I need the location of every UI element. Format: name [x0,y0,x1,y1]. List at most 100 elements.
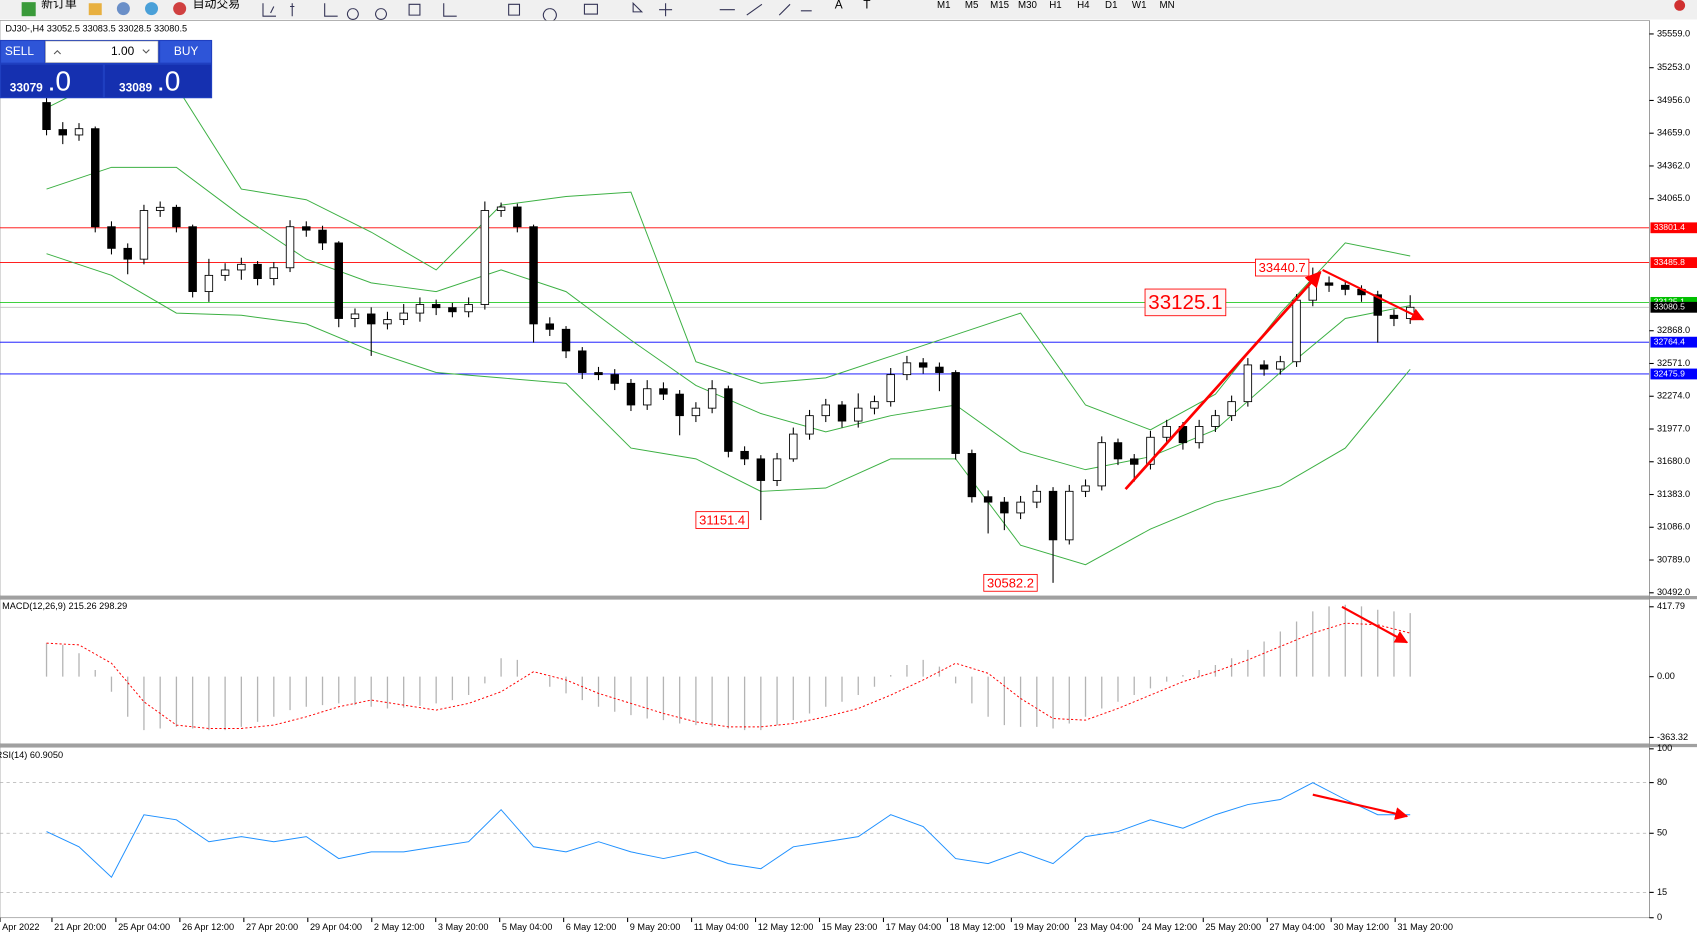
candle-body [1097,442,1106,487]
candle-body [302,226,311,231]
lots-input[interactable] [45,40,159,63]
x-tick-label: Apr 2022 [2,922,39,932]
candle-body [172,206,181,228]
x-tick-label: 30 May 12:00 [1333,922,1389,932]
timeframe[interactable]: H1 [1049,0,1061,11]
candle-body [1389,314,1399,319]
price-annotation-box [1255,258,1310,277]
x-tick-label: 25 May 20:00 [1205,922,1261,932]
new-order[interactable]: 新订单 [41,0,77,10]
y-tick-label: 34956.0 [1657,95,1690,105]
timeframe[interactable]: M1 [937,0,951,11]
level-label: 33801.4 [1654,222,1685,232]
rsi-pane [0,746,1650,919]
candle-body [935,366,944,373]
sell-button[interactable] [1,41,45,63]
candle-body [91,128,100,228]
level-tag [1650,336,1697,348]
price-annotation-box [983,573,1038,592]
axes: 35559.0 35253.0 34956.0 34659.0 34362.0 34065… [0,20,1697,932]
candle-body [318,229,327,244]
new-order-icon[interactable] [21,2,36,17]
candle-body [675,393,684,417]
icon[interactable] [88,3,102,16]
icon[interactable] [145,2,159,16]
candle-body [1146,436,1155,465]
candle-body [253,263,262,280]
candle-body [269,267,279,280]
tool-text[interactable]: A [835,0,843,12]
ask-price[interactable]: 33089 [119,81,152,95]
buy-label[interactable]: BUY [174,44,199,58]
candle-body [805,415,814,435]
x-tick-label: 15 May 23:00 [822,922,878,932]
y-tick-label: 35253.0 [1657,62,1690,72]
timeframe[interactable]: M5 [965,0,979,11]
timeframe[interactable]: M30 [1018,0,1038,11]
timeframe[interactable]: MN [1160,0,1175,11]
y-tick-label: 31383.0 [1657,489,1690,499]
buy-button[interactable] [160,41,212,63]
y-tick-label: 35559.0 [1657,28,1690,38]
level-label: 33485.8 [1654,257,1685,267]
x-tick-label: 21 Apr 20:00 [54,922,106,932]
auto-trading[interactable]: 自动交易 [193,0,241,10]
level-label: 33125.1 [1654,297,1685,307]
sell-price-box[interactable] [1,64,103,98]
candle-body [1259,364,1269,370]
x-tick-label: 19 May 20:00 [1014,922,1070,932]
candle-body [1081,485,1090,492]
candle-body [626,382,636,406]
x-tick-label: 26 Apr 12:00 [182,922,234,932]
level-label: 32764.4 [1654,336,1685,346]
bid-price[interactable]: 33079 [10,81,43,95]
candle-body [789,433,798,460]
ask-price-big[interactable]: .0 [157,66,180,97]
timeframe[interactable]: H4 [1077,0,1090,11]
y-tick-label: 100 [1657,743,1672,753]
icon[interactable] [116,2,130,16]
y-tick-label: 31680.0 [1657,456,1690,466]
tool-label[interactable]: T [863,0,870,12]
lots-value[interactable]: 1.00 [111,44,135,58]
x-tick-label: 9 May 20:00 [630,922,681,932]
bid-price-big[interactable]: .0 [48,66,71,97]
candle-body [659,388,668,395]
arrow [1341,605,1409,644]
candle-body [561,328,571,352]
alert-icon[interactable] [1674,0,1686,11]
y-tick-label: 32868.0 [1657,325,1690,335]
x-tick-label: 6 May 12:00 [566,922,617,932]
y-tick-label: 32274.0 [1657,391,1690,401]
rsi-chart [0,782,1650,893]
x-tick-label: 11 May 04:00 [694,922,749,932]
auto-trading-icon[interactable] [173,2,187,16]
sell-label[interactable]: SELL [5,44,34,58]
candle-body [1276,361,1285,370]
timeframe[interactable]: D1 [1105,0,1117,11]
y-tick-label: 34362.0 [1657,160,1690,170]
y-tick-label: 50 [1657,828,1667,838]
candle-body [1243,364,1253,403]
x-tick-label: 23 May 04:00 [1078,922,1134,932]
y-tick-label: 417.79 [1657,601,1685,611]
candle-body [415,304,425,314]
candle-body [610,374,619,384]
candle-body [545,323,555,330]
candle-body [334,242,343,319]
candle-body [1341,284,1350,290]
toolbar-icons[interactable] [262,3,421,20]
price-chart [0,75,1650,583]
spin-arrows[interactable] [53,49,150,55]
timeframe[interactable]: W1 [1132,0,1147,11]
candle-body [854,407,863,422]
candle-body [983,496,993,503]
candle-body [107,226,116,249]
buy-price-box[interactable] [104,64,212,98]
candle-body [464,304,473,313]
x-tick-label: 31 May 20:00 [1397,922,1453,932]
candle-body [188,226,197,293]
y-tick-label: 30492.0 [1657,587,1690,597]
timeframe[interactable]: M15 [990,0,1009,11]
